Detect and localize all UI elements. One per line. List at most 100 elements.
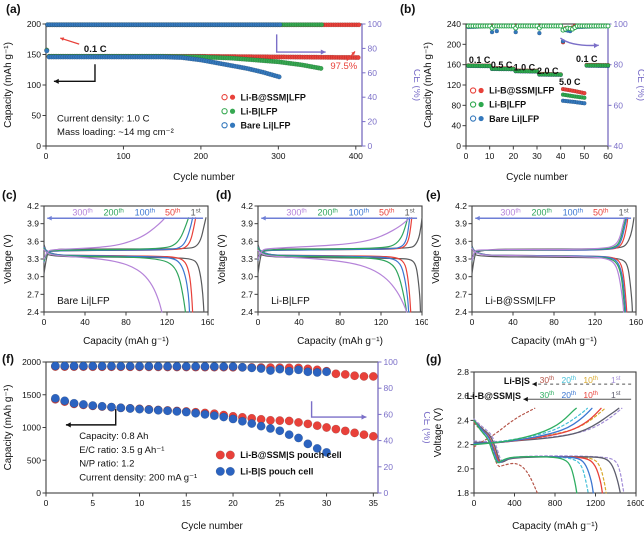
series-cycle1-charge [471,217,635,275]
x-axis-label: Capacity (mAh g⁻¹) [512,521,598,532]
y-tick-label: 3.9 [27,219,39,229]
y-tick-label: 3.6 [27,236,39,246]
series-li-b-s-capacity [50,393,332,457]
series-cycle200-discharge [257,247,408,313]
annotation-text: 300th [500,207,521,217]
panel-e-chart: 0 40 80 120 160 2.4 2.7 3.0 3.3 3.6 3.9 4.2 Capacity… [431,201,643,347]
y2-tick-label: 80 [368,43,378,53]
arrow-annotation [475,215,632,221]
x-tick-label: 300 [271,151,285,161]
y-tick-label: 1.8 [457,488,469,498]
legend-row-2: Bare Li|LFP [221,120,291,130]
series-bare-li-lfp-capacity [44,48,282,80]
y-tick-label: 1500 [22,390,41,400]
legend-row-2: Bare Li|LFP [469,114,539,124]
arrow-annotation [310,401,367,420]
x-tick-label: 0 [256,317,261,327]
series-li-b-lfp-capacity [466,63,611,100]
annotation-text: Current density: 1.0 C [57,114,150,125]
x-axis-label: Capacity (mAh g⁻¹) [83,336,169,347]
arrowhead [53,78,59,84]
y2-tick-label: 100 [614,19,628,29]
annotation-text: 20th [561,390,576,400]
arrow-annotation [60,37,80,45]
y2-axis-label: CE (%) [411,69,420,101]
arrowhead [593,42,599,49]
annotation-text: 1.0 C [514,62,536,72]
annotation-text: 10th [583,375,598,385]
legend-label: Bare Li|LFP [241,120,291,130]
x-tick-label: 0 [44,151,49,161]
series-cycle300-charge [257,217,411,260]
panel-a-chart: 0 100 200 300 400 0 50 100 150 200 0 20 40 60 80 100 Cyc… [3,19,422,183]
x-tick-label: 40 [80,317,90,327]
y2-tick-label: 100 [368,19,382,29]
panel-c-chart: 0 40 80 120 160 2.4 2.7 3.0 3.3 3.6 3.9 4.2 Capacity… [3,201,215,347]
panel-b-tag: (b) [400,2,416,16]
arrow-annotation [261,215,418,221]
y-tick-label: 0 [36,141,41,151]
annotation-text: 0.1 C [576,54,598,64]
y2-tick-label: 40 [384,436,394,446]
y-tick-label: 3.6 [241,236,253,246]
annotation-text: E/C ratio: 3.5 g Ah⁻¹ [79,445,164,456]
arrow-annotation [65,409,117,428]
x-tick-label: 30 [322,498,332,508]
panel-c: 0 40 80 120 160 2.4 2.7 3.0 3.3 3.6 3.9 4.2 Capacity… [0,186,215,350]
x-tick-label: 40 [508,317,518,327]
y-tick-label: 2.4 [455,307,467,317]
panel-a: 0 100 200 300 400 0 50 100 150 200 0 20 40 60 80 100 Cyc… [0,0,422,186]
x-tick-label: 200 [194,151,208,161]
legend-label: Li-B@SSM|LFP [489,86,554,96]
series-bare-li-lfp-ce [45,22,283,28]
x-tick-label: 60 [603,151,613,161]
annotation-text: Mass loading: ~14 mg cm⁻² [57,127,174,138]
legend-row-0: Li-B@SSM|LFP [221,92,306,102]
legend-row-1: Li-B|S pouch cell [215,467,313,477]
arrow-annotation [53,64,96,84]
series-li-b-s-cycle30-charge [473,407,536,448]
panel-g-tag: (g) [426,352,442,366]
annotation-text: 0.1 C [469,55,491,65]
panel-g-chart: 0 400 800 1200 1600 1.8 2.0 2.2 2.4 2.6 2.8 Capacit… [433,367,644,532]
y-tick-label: 3.3 [27,254,39,264]
y2-tick-label: 60 [384,409,394,419]
y2-tick-label: 80 [614,60,624,70]
x-tick-label: 15 [182,498,192,508]
series-cycle300-discharge [471,247,625,313]
y-tick-label: 200 [27,19,41,29]
x-tick-label: 10 [135,498,145,508]
y-tick-label: 3.6 [455,236,467,246]
y-tick-label: 4.2 [455,201,467,211]
series-cycle200-charge [43,217,190,262]
panel-c-tag: (c) [2,188,17,202]
y-axis-label: Capacity (mAh g⁻¹) [3,385,14,471]
panel-d-tag: (d) [216,188,232,202]
legend-row-1: Li-B|LFP [221,106,278,116]
arrowhead [261,215,266,221]
y-tick-label: 2000 [22,357,41,367]
y-tick-label: 160 [447,60,461,70]
y2-tick-label: 100 [384,357,398,367]
y-tick-label: 3.9 [241,219,253,229]
x-axis-label: Capacity (mAh g⁻¹) [297,336,383,347]
x-tick-label: 0 [44,498,49,508]
annotation-text: Capacity: 0.8 Ah [79,431,148,442]
arrow-annotation [532,381,632,387]
legend-label: Li-B@SSM|S pouch cell [240,450,341,460]
arrowhead [320,49,326,55]
y-tick-label: 3.9 [455,219,467,229]
y-axis-label: Voltage (V) [217,234,228,283]
series-cycle1-discharge [43,243,205,313]
annotation-text: 0.5 C [491,60,513,70]
x-axis-label: Cycle number [173,172,235,183]
series-cycle300-discharge [43,248,163,313]
y-tick-label: 80 [452,100,462,110]
y-axis-label: Capacity (mAh g⁻¹) [3,42,14,128]
y-axis-label: Capacity (mAh g⁻¹) [423,42,434,128]
legend-row-0: Li-B@SSM|LFP [469,86,554,96]
x-tick-label: 0 [470,317,475,327]
series-cycle200-charge [257,217,409,261]
annotation-text: 50th [379,207,395,217]
